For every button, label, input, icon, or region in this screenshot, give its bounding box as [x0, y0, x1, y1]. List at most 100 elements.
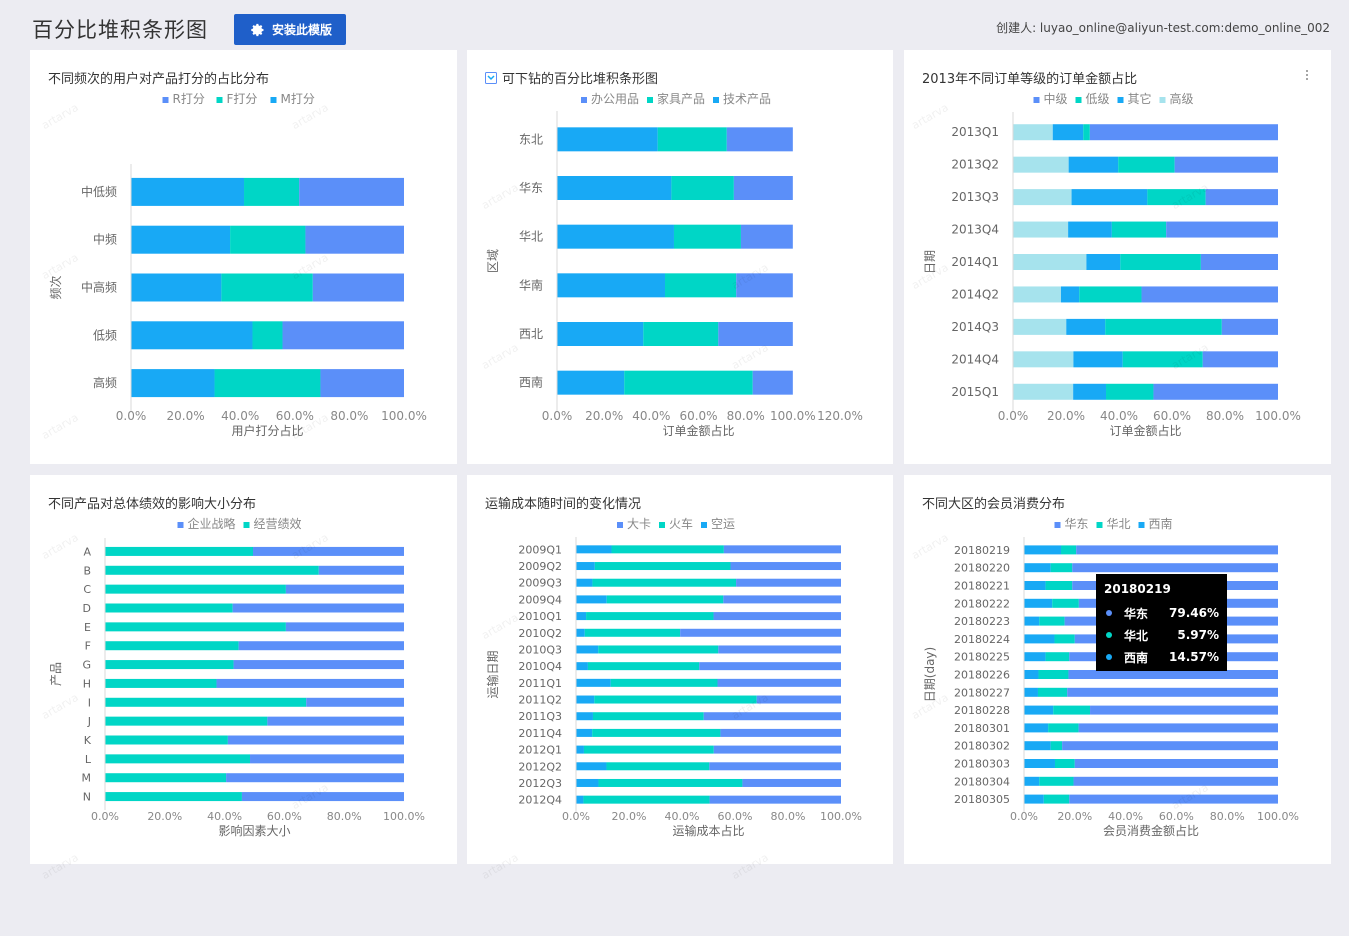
bar-segment: [105, 754, 251, 764]
category-label: A: [83, 545, 91, 558]
bar-segment: [1068, 221, 1112, 238]
bar-segment: [723, 545, 841, 554]
legend-label: 华东: [1065, 517, 1089, 531]
category-label: 2014Q2: [951, 287, 999, 301]
x-tick-label: 80.0%: [771, 810, 806, 823]
x-tick-label: 20.0%: [1047, 409, 1085, 423]
category-label: N: [83, 791, 91, 804]
bar-segment: [1054, 759, 1075, 768]
category-label: 中频: [93, 232, 117, 247]
bar-segment: [320, 369, 404, 398]
bar-segment: [584, 628, 681, 637]
x-axis-label: 会员消费金额占比: [1103, 823, 1199, 838]
bar-segment: [105, 773, 227, 783]
bar-segment: [594, 695, 757, 704]
category-label: 2013Q1: [951, 125, 999, 139]
bar-segment: [1013, 286, 1061, 303]
legend-marker: [270, 97, 277, 103]
category-label: 中低频: [81, 184, 117, 199]
legend-label: 低级: [1086, 92, 1110, 106]
legend-label: 办公用品: [591, 91, 639, 106]
x-tick-label: 100.0%: [820, 810, 862, 823]
bar-segment: [1105, 318, 1222, 335]
category-label: C: [83, 583, 91, 596]
bar-segment: [1024, 581, 1046, 590]
bar-segment: [592, 712, 704, 721]
chart-legend: 办公用品 家具产品 技术产品: [581, 91, 771, 106]
bar-segment: [1202, 351, 1278, 368]
tooltip-value: 14.57%: [1169, 650, 1219, 664]
bar-segment: [1024, 759, 1055, 768]
bar-segment: [557, 273, 666, 298]
legend-marker: [1075, 97, 1082, 103]
bar-segment: [1045, 652, 1070, 662]
category-label: 2009Q4: [518, 593, 562, 606]
category-label: I: [88, 696, 91, 709]
category-label: B: [83, 564, 91, 577]
bar-segment: [726, 127, 793, 152]
bar-segment: [611, 545, 724, 554]
bar-segment: [1106, 383, 1154, 400]
category-label: 2015Q1: [951, 385, 999, 399]
category-label: 2012Q3: [518, 777, 562, 790]
bar-segment: [1073, 351, 1123, 368]
bar-segment: [1013, 189, 1072, 206]
chart-legend: 企业战略 经营绩效: [177, 516, 302, 531]
bar-segment: [1013, 351, 1074, 368]
x-tick-label: 20.0%: [1057, 810, 1092, 823]
legend-label: 技术产品: [723, 92, 771, 106]
drilldown-icon[interactable]: [485, 72, 497, 84]
bar-segment: [1024, 723, 1049, 733]
x-tick-label: 0.0%: [542, 409, 573, 423]
bar-segment: [214, 369, 321, 398]
bar-segment: [671, 176, 734, 200]
bar-segment: [1076, 545, 1278, 555]
category-label: 华东: [519, 181, 543, 195]
y-axis-label: 区域: [486, 249, 500, 273]
bar-segment: [299, 177, 404, 206]
bar-segment: [673, 224, 741, 249]
bar-segment: [105, 622, 286, 632]
bar-segment: [238, 641, 404, 651]
bar-segment: [557, 322, 644, 346]
legend-marker: [1054, 522, 1061, 528]
bar-segment: [1086, 254, 1121, 270]
bar-segment: [1205, 189, 1278, 206]
bar-segment: [713, 612, 841, 621]
x-tick-label: 40.0%: [207, 810, 242, 823]
legend-label: F打分: [227, 92, 258, 106]
bar-segment: [576, 578, 593, 587]
bar-segment: [1052, 124, 1084, 141]
bar-segment: [742, 778, 841, 787]
tooltip-series-name: 西南: [1124, 650, 1149, 665]
bar-segment: [713, 745, 841, 754]
bar-segment: [733, 176, 793, 200]
category-label: 2009Q3: [518, 577, 562, 590]
chart-card-order-level: 中级 低级 其它 高级 2013Q1 2013Q2 2013Q3 2013Q4 2014Q1 20…: [904, 50, 1331, 464]
bar-segment: [610, 678, 718, 687]
bar-segment: [598, 778, 743, 787]
x-tick-label: 80.0%: [1210, 810, 1245, 823]
more-options-icon[interactable]: [1305, 68, 1309, 84]
bar-segment: [680, 628, 841, 637]
x-tick-label: 0.0%: [562, 810, 590, 823]
bar-segment: [1074, 759, 1278, 768]
install-template-button[interactable]: 安装此模版: [234, 14, 347, 45]
bar-segment: [216, 678, 404, 688]
x-tick-label: 0.0%: [116, 409, 147, 423]
bar-segment: [1050, 741, 1063, 751]
category-label: 2013Q2: [951, 158, 999, 172]
legend-marker: [1117, 97, 1124, 103]
chart-title: 不同大区的会员消费分布: [922, 497, 1066, 512]
bar-segment: [576, 645, 599, 654]
x-axis-label: 订单金额占比: [1109, 423, 1181, 438]
bar-segment: [1024, 794, 1044, 804]
bar-segment: [131, 177, 245, 206]
category-label: 20180226: [954, 669, 1010, 682]
bar-segment: [1045, 581, 1073, 590]
bar-segment: [105, 735, 228, 745]
x-axis-label: 订单金额占比: [662, 423, 734, 438]
bar-segment: [1013, 318, 1067, 335]
bar-segment: [1038, 670, 1069, 679]
